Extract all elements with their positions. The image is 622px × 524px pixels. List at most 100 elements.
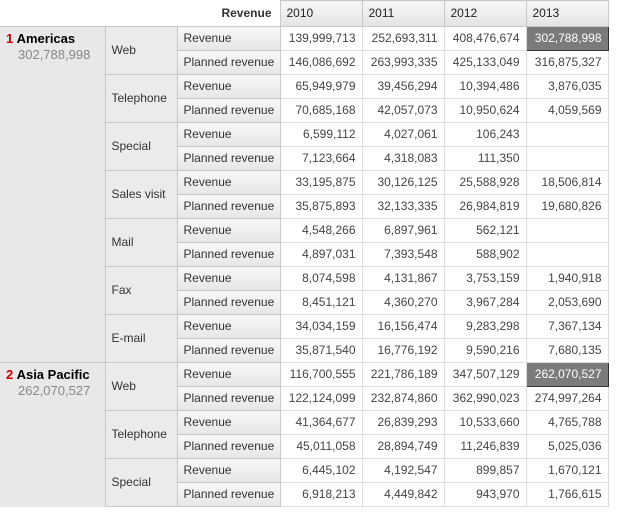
value-cell[interactable]: 6,445,102 (279, 458, 363, 483)
value-cell[interactable]: 274,997,264 (525, 386, 609, 411)
value-cell[interactable]: 32,133,335 (361, 194, 445, 219)
channel-e-mail[interactable]: E-mail (104, 314, 178, 363)
value-cell[interactable]: 35,875,893 (279, 194, 363, 219)
value-cell[interactable]: 8,451,121 (279, 290, 363, 315)
value-cell[interactable]: 316,875,327 (525, 50, 609, 75)
value-cell[interactable]: 408,476,674 (443, 26, 527, 51)
value-cell[interactable]: 35,871,540 (279, 338, 363, 363)
value-cell[interactable]: 4,548,266 (279, 218, 363, 243)
value-cell[interactable]: 4,765,788 (525, 410, 609, 435)
value-cell[interactable]: 4,059,569 (525, 98, 609, 123)
value-cell[interactable]: 263,993,335 (361, 50, 445, 75)
value-cell[interactable]: 30,126,125 (361, 170, 445, 195)
value-cell[interactable]: 362,990,023 (443, 386, 527, 411)
value-cell[interactable]: 6,918,213 (279, 482, 363, 507)
value-cell[interactable]: 4,027,061 (361, 122, 445, 147)
measure-planned-revenue: Planned revenue (176, 146, 281, 171)
value-cell[interactable]: 16,156,474 (361, 314, 445, 339)
channel-web[interactable]: Web (104, 362, 178, 411)
value-cell[interactable]: 3,876,035 (525, 74, 609, 99)
value-cell[interactable]: 26,839,293 (361, 410, 445, 435)
value-cell[interactable]: 19,680,826 (525, 194, 609, 219)
year-header-2011[interactable]: 2011 (361, 0, 445, 27)
channel-fax[interactable]: Fax (104, 266, 178, 315)
value-cell[interactable]: 221,786,189 (361, 362, 445, 387)
value-cell[interactable]: 26,984,819 (443, 194, 527, 219)
value-cell[interactable]: 41,364,677 (279, 410, 363, 435)
value-cell[interactable]: 4,449,842 (361, 482, 445, 507)
year-header-2013[interactable]: 2013 (525, 0, 609, 27)
year-header-2012[interactable]: 2012 (443, 0, 527, 27)
value-cell[interactable]: 252,693,311 (361, 26, 445, 51)
value-cell[interactable]: 10,394,486 (443, 74, 527, 99)
region-header-americas[interactable]: 1 Americas 302,788,998 (0, 26, 106, 363)
value-cell[interactable]: 10,533,660 (443, 410, 527, 435)
value-cell[interactable]: 9,590,216 (443, 338, 527, 363)
value-cell[interactable]: 18,506,814 (525, 170, 609, 195)
value-cell[interactable]: 7,367,134 (525, 314, 609, 339)
value-cell[interactable]: 11,246,839 (443, 434, 527, 459)
value-cell[interactable]: 562,121 (443, 218, 527, 243)
value-cell[interactable]: 146,086,692 (279, 50, 363, 75)
value-cell[interactable]: 7,393,548 (361, 242, 445, 267)
value-cell[interactable]: 232,874,860 (361, 386, 445, 411)
value-cell[interactable]: 42,057,073 (361, 98, 445, 123)
value-cell[interactable]: 347,507,129 (443, 362, 527, 387)
value-cell[interactable]: 39,456,294 (361, 74, 445, 99)
value-cell[interactable] (525, 146, 609, 171)
value-cell[interactable]: 4,131,867 (361, 266, 445, 291)
value-cell[interactable]: 7,680,135 (525, 338, 609, 363)
value-cell[interactable]: 4,897,031 (279, 242, 363, 267)
value-cell[interactable] (525, 242, 609, 267)
channel-telephone[interactable]: Telephone (104, 410, 178, 459)
value-cell[interactable]: 28,894,749 (361, 434, 445, 459)
channel-telephone[interactable]: Telephone (104, 74, 178, 123)
value-cell[interactable]: 9,283,298 (443, 314, 527, 339)
value-cell[interactable]: 122,124,099 (279, 386, 363, 411)
value-cell[interactable]: 4,318,083 (361, 146, 445, 171)
channel-web[interactable]: Web (104, 26, 178, 75)
value-cell[interactable]: 899,857 (443, 458, 527, 483)
value-cell[interactable]: 6,897,961 (361, 218, 445, 243)
value-cell[interactable]: 106,243 (443, 122, 527, 147)
value-cell[interactable]: 7,123,664 (279, 146, 363, 171)
value-cell[interactable]: 1,670,121 (525, 458, 609, 483)
region-rank: 1 (6, 31, 14, 46)
value-cell[interactable]: 1,766,615 (525, 482, 609, 507)
value-cell[interactable]: 65,949,979 (279, 74, 363, 99)
value-cell[interactable]: 5,025,036 (525, 434, 609, 459)
value-cell[interactable]: 3,753,159 (443, 266, 527, 291)
value-cell[interactable]: 139,999,713 (279, 26, 363, 51)
value-cell[interactable]: 4,192,547 (361, 458, 445, 483)
value-cell[interactable]: 45,011,058 (279, 434, 363, 459)
value-cell[interactable]: 33,195,875 (279, 170, 363, 195)
table-row: Special Revenue 6,599,112 4,027,061 106,243 (0, 122, 609, 171)
region-header-asia-pacific[interactable]: 2 Asia Pacific 262,070,527 (0, 362, 106, 507)
measure-revenue: Revenue (176, 314, 281, 339)
value-cell[interactable]: 425,133,049 (443, 50, 527, 75)
highlighted-value-cell[interactable]: 262,070,527 (525, 362, 609, 387)
value-cell[interactable]: 16,776,192 (361, 338, 445, 363)
value-cell[interactable]: 943,970 (443, 482, 527, 507)
value-cell[interactable]: 3,967,284 (443, 290, 527, 315)
value-cell[interactable]: 34,034,159 (279, 314, 363, 339)
value-cell[interactable]: 70,685,168 (279, 98, 363, 123)
value-cell[interactable] (525, 218, 609, 243)
channel-special[interactable]: Special (104, 122, 178, 171)
value-cell[interactable]: 2,053,690 (525, 290, 609, 315)
value-cell[interactable]: 8,074,598 (279, 266, 363, 291)
value-cell[interactable]: 10,950,624 (443, 98, 527, 123)
channel-special[interactable]: Special (104, 458, 178, 507)
value-cell[interactable]: 6,599,112 (279, 122, 363, 147)
channel-sales-visit[interactable]: Sales visit (104, 170, 178, 219)
value-cell[interactable]: 25,588,928 (443, 170, 527, 195)
value-cell[interactable]: 4,360,270 (361, 290, 445, 315)
year-header-2010[interactable]: 2010 (279, 0, 363, 27)
value-cell[interactable]: 1,940,918 (525, 266, 609, 291)
highlighted-value-cell[interactable]: 302,788,998 (525, 26, 609, 51)
value-cell[interactable]: 111,350 (443, 146, 527, 171)
value-cell[interactable]: 116,700,555 (279, 362, 363, 387)
channel-mail[interactable]: Mail (104, 218, 178, 267)
value-cell[interactable]: 588,902 (443, 242, 527, 267)
value-cell[interactable] (525, 122, 609, 147)
